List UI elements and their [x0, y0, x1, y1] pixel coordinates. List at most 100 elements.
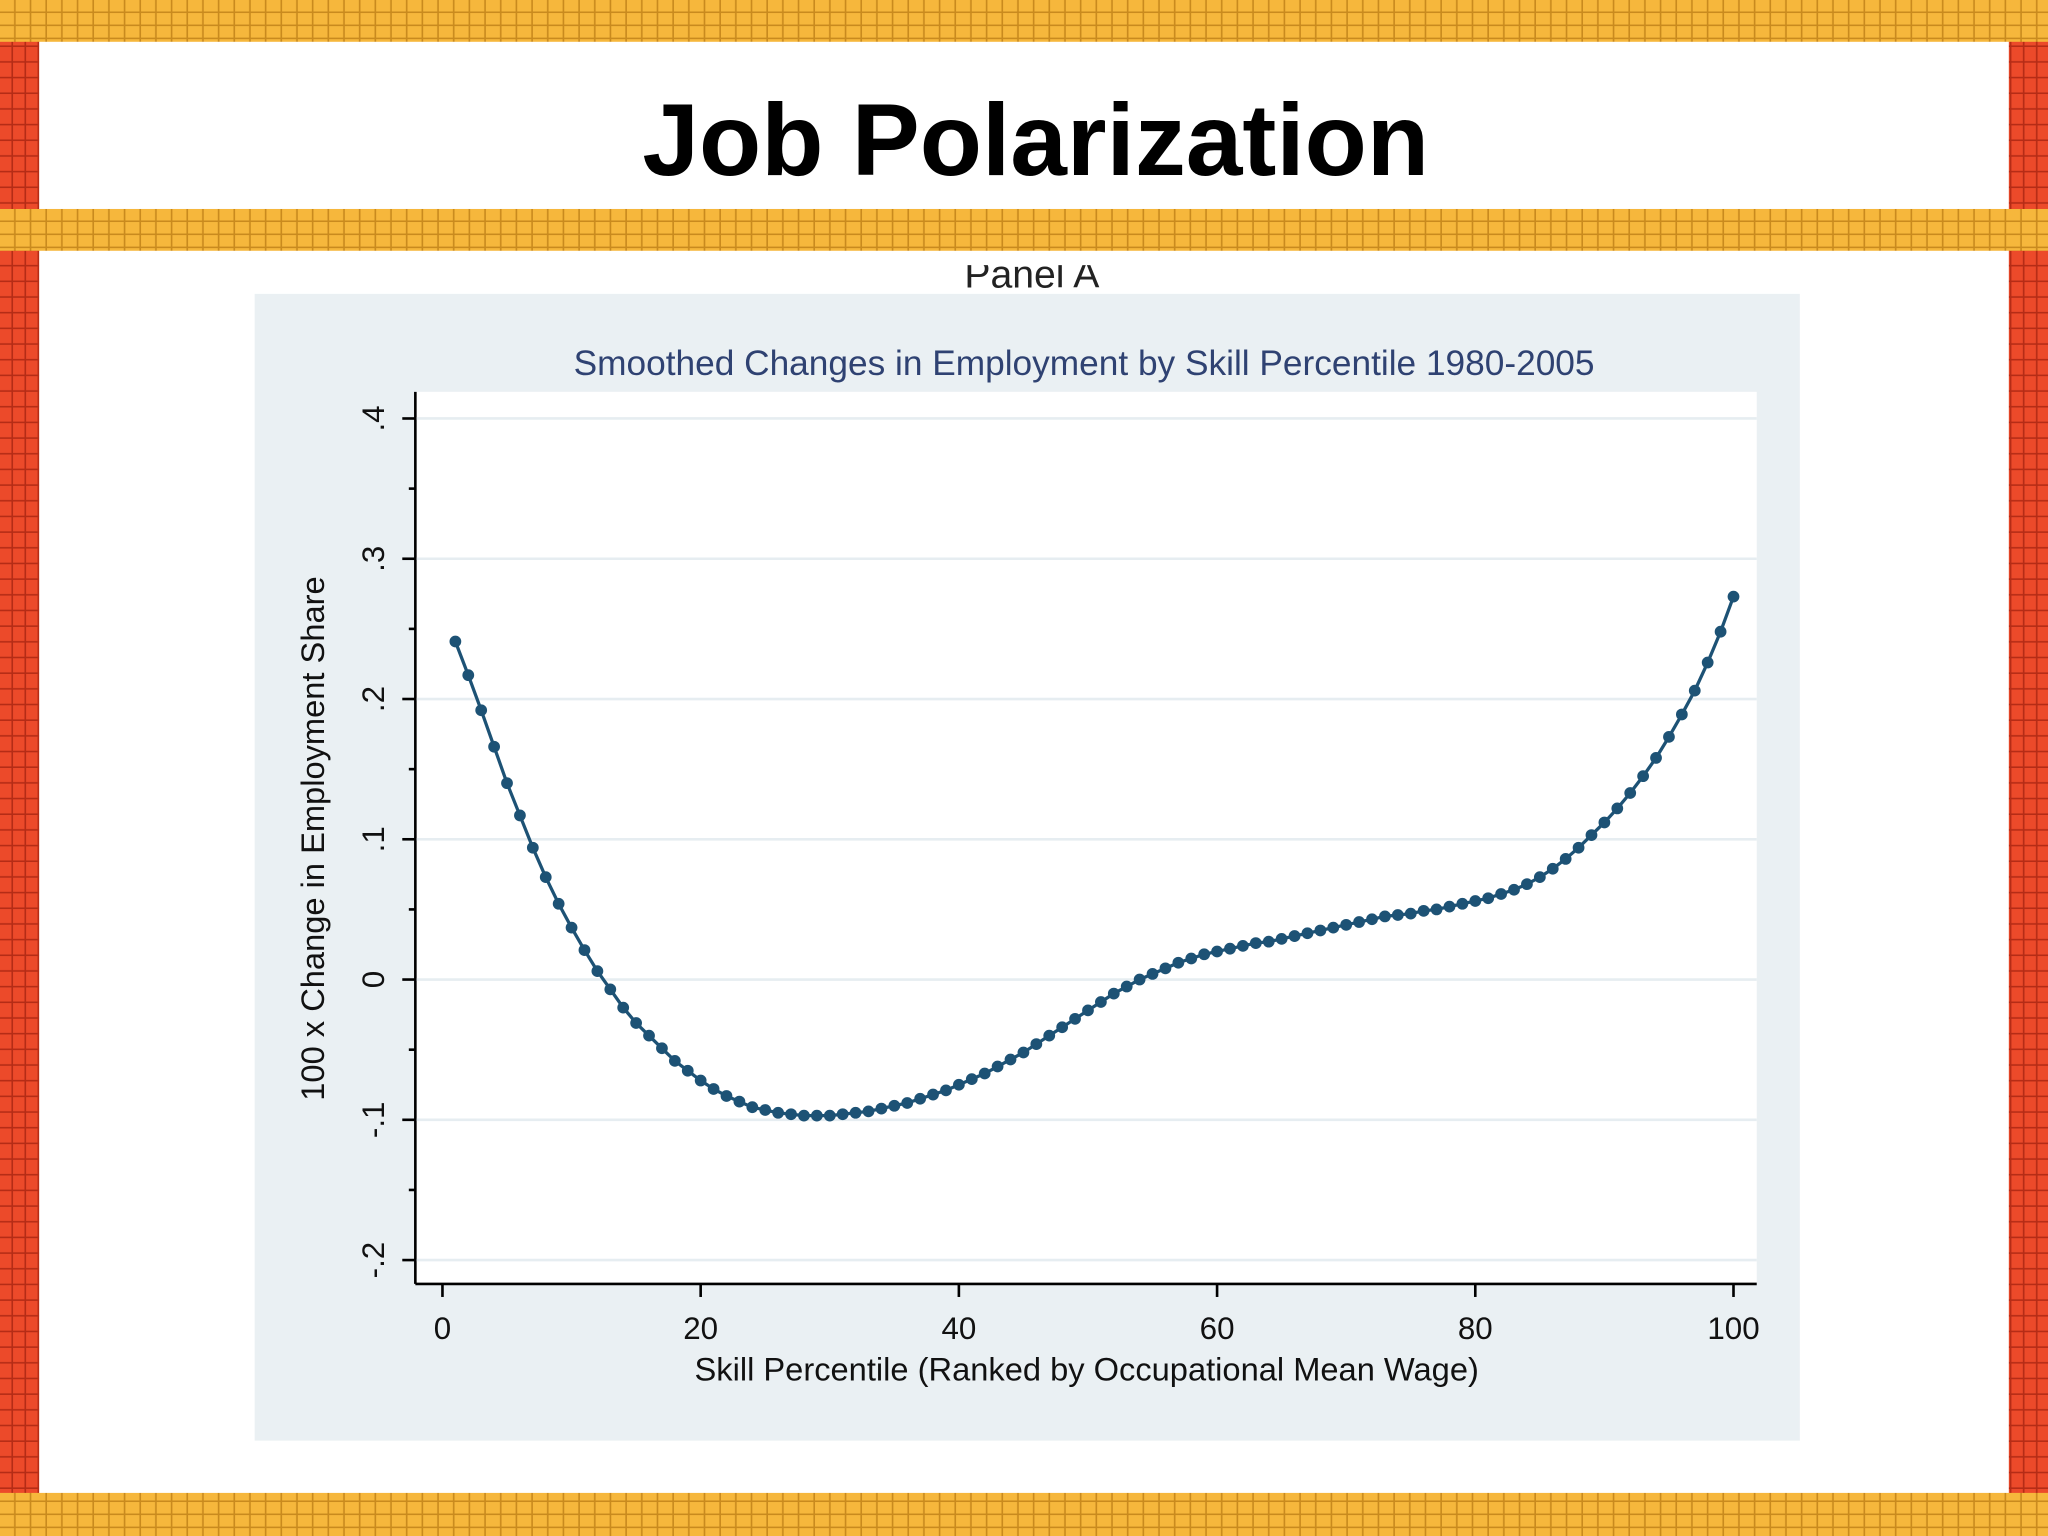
data-point — [1533, 871, 1546, 884]
data-point — [1443, 900, 1456, 913]
data-point — [875, 1102, 888, 1115]
y-axis-label: 100 x Change in Employment Share — [294, 576, 331, 1100]
data-point — [888, 1099, 901, 1112]
data-point — [604, 983, 617, 996]
data-point — [668, 1055, 681, 1067]
data-point — [1663, 731, 1675, 743]
data-point — [1675, 708, 1688, 721]
y-tick-label: 0 — [356, 971, 391, 988]
data-point — [1172, 956, 1185, 969]
data-point — [1559, 853, 1572, 865]
slide-title: Job Polarization — [642, 83, 1429, 197]
data-point — [901, 1097, 914, 1109]
data-point — [1727, 590, 1740, 603]
y-tick-label: .1 — [356, 826, 391, 852]
data-point — [1069, 1012, 1081, 1025]
data-point — [1366, 913, 1378, 926]
data-point — [759, 1104, 772, 1116]
plot-region — [415, 391, 1757, 1284]
chart-title: Smoothed Changes in Employment by Skill … — [574, 344, 1595, 383]
data-point — [449, 635, 462, 648]
data-point — [785, 1108, 797, 1121]
data-point — [475, 704, 488, 717]
data-point — [1275, 932, 1288, 945]
data-point — [1585, 829, 1598, 841]
data-point — [836, 1108, 849, 1121]
data-point — [1211, 945, 1223, 958]
data-point — [798, 1109, 810, 1122]
x-tick-label: 0 — [434, 1311, 451, 1346]
data-point — [1043, 1029, 1056, 1042]
data-point — [552, 897, 565, 910]
data-point — [849, 1106, 862, 1119]
data-point — [978, 1067, 991, 1080]
data-point — [1133, 973, 1146, 986]
y-tick-label: -.1 — [356, 1102, 391, 1139]
x-tick-label: 40 — [941, 1311, 976, 1346]
data-point — [1379, 910, 1391, 923]
data-point — [1611, 802, 1624, 815]
data-point — [1146, 968, 1159, 980]
data-point — [1430, 903, 1443, 916]
data-point — [823, 1109, 836, 1122]
data-point — [965, 1073, 978, 1086]
data-point — [991, 1060, 1004, 1073]
data-point — [488, 740, 500, 753]
data-point — [810, 1109, 823, 1122]
y-tick-label: -.2 — [356, 1242, 391, 1279]
data-point — [1482, 892, 1495, 905]
y-tick-label: .2 — [356, 686, 391, 712]
data-point — [1469, 895, 1482, 907]
data-point — [1521, 878, 1533, 891]
data-point — [1417, 904, 1430, 917]
x-tick-label: 20 — [683, 1311, 718, 1346]
data-point — [1508, 883, 1520, 896]
data-point — [681, 1064, 694, 1077]
border-right — [2008, 0, 2048, 1536]
data-point — [1637, 770, 1650, 783]
data-point — [501, 777, 513, 790]
data-point — [1456, 897, 1469, 910]
y-tick-label: .3 — [356, 546, 391, 572]
data-point — [1688, 684, 1701, 697]
y-tick-label: .4 — [356, 405, 391, 431]
data-point — [1391, 909, 1404, 921]
data-point — [1546, 862, 1559, 875]
data-point — [1572, 841, 1585, 854]
border-left — [0, 0, 40, 1536]
data-point — [772, 1106, 785, 1119]
data-point — [1120, 980, 1133, 993]
data-point — [733, 1095, 746, 1108]
data-point — [1301, 927, 1314, 940]
border-top — [0, 0, 2048, 42]
data-point — [1107, 987, 1120, 1000]
data-point — [1198, 948, 1211, 961]
data-point — [1224, 942, 1236, 955]
data-point — [1262, 935, 1275, 948]
x-tick-label: 100 — [1707, 1311, 1759, 1346]
data-point — [1095, 996, 1107, 1008]
x-tick-label: 60 — [1200, 1311, 1235, 1346]
x-axis-label: Skill Percentile (Ranked by Occupational… — [695, 1351, 1479, 1388]
data-point — [1249, 937, 1262, 949]
data-point — [1495, 888, 1507, 900]
data-point — [1404, 907, 1417, 920]
data-point — [1701, 656, 1714, 669]
data-point — [1004, 1053, 1017, 1066]
data-point — [927, 1088, 939, 1101]
data-point — [591, 965, 604, 978]
data-point — [694, 1074, 707, 1087]
data-point — [1082, 1004, 1094, 1017]
data-point — [1714, 625, 1727, 638]
x-tick-label: 80 — [1458, 1311, 1493, 1346]
data-point — [1650, 752, 1662, 764]
data-point — [617, 1001, 630, 1014]
data-point — [1185, 952, 1198, 965]
series-line — [453, 596, 1736, 1118]
data-point — [1340, 918, 1353, 931]
data-point — [952, 1078, 965, 1091]
data-point — [862, 1105, 875, 1118]
data-point — [526, 841, 539, 854]
